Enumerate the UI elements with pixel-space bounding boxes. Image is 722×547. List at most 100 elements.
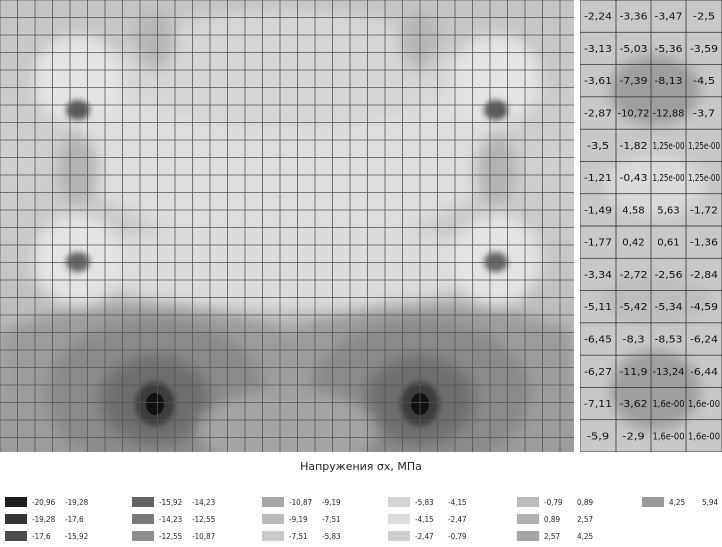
detail-cell-value: -5,42 <box>620 302 648 313</box>
detail-cell-value: 0,61 <box>657 238 679 249</box>
legend-range-to: 2,57 <box>577 515 594 524</box>
detail-cell-value: -10,72 <box>618 109 650 120</box>
legend-swatch <box>132 497 154 507</box>
legend-range-from: 4,25 <box>669 498 686 507</box>
contour-field <box>0 0 574 452</box>
legend-swatch <box>132 531 154 541</box>
detail-cell-value: 1,25e-00 <box>688 141 720 152</box>
legend-range-from: -19,28 <box>32 515 56 524</box>
detail-cell-value: -2,24 <box>584 12 612 23</box>
legend-range-to: -2,47 <box>448 515 467 524</box>
detail-cell-value: -7,11 <box>584 399 612 410</box>
legend-range-to: 0,89 <box>577 498 594 507</box>
detail-cell-value: -6,45 <box>584 335 612 346</box>
detail-cell-value: -8,13 <box>655 76 683 87</box>
legend-range-from: -17,6 <box>32 532 51 541</box>
legend-swatch <box>5 514 27 524</box>
detail-cell-value: -5,9 <box>587 431 609 442</box>
legend-range-from: -4,15 <box>415 515 434 524</box>
legend-range-from: 0,89 <box>544 515 561 524</box>
detail-cell-value: -11,9 <box>620 367 648 378</box>
detail-cell-value: 4,58 <box>622 205 644 216</box>
detail-cell-value: -2,84 <box>690 270 718 281</box>
legend-swatch <box>132 514 154 524</box>
detail-cell-value: -3,5 <box>587 141 609 152</box>
detail-value-panel: -2,24 -3,36 -3,47 -2,5 -3,13 -5,03 -5,36 -3,59 -… <box>580 0 722 452</box>
detail-cell-value: -8,53 <box>655 335 683 346</box>
detail-cell-value: -1,36 <box>690 238 718 249</box>
detail-cell-value: -4,59 <box>690 302 718 313</box>
detail-cell-value: -3,36 <box>620 12 648 23</box>
legend-range-from: -0,79 <box>544 498 563 507</box>
legend-swatch <box>517 497 539 507</box>
detail-cell-value: -2,9 <box>622 431 644 442</box>
detail-cell-value: -1,72 <box>690 205 718 216</box>
detail-cell-value: -5,11 <box>584 302 612 313</box>
legend-range-to: -12,55 <box>192 515 216 524</box>
detail-cell-value: -6,24 <box>690 335 718 346</box>
detail-cell-value: -3,59 <box>690 44 718 55</box>
detail-cell-value: -1,82 <box>620 141 648 152</box>
detail-grid <box>580 0 722 452</box>
detail-cell-value: -1,49 <box>584 205 612 216</box>
stress-contour-plot <box>0 0 574 452</box>
legend-range-to: -15,92 <box>65 532 89 541</box>
detail-cell-value: -4,5 <box>693 76 715 87</box>
legend-range-from: -20,96 <box>32 498 56 507</box>
detail-cell-value: 1,6e-00 <box>653 431 685 442</box>
legend-swatch <box>5 531 27 541</box>
legend-range-to: -7,51 <box>322 515 341 524</box>
legend-range-from: -10,87 <box>289 498 313 507</box>
legend-swatch <box>262 497 284 507</box>
detail-cell-value: -3,61 <box>584 76 612 87</box>
legend-range-to: 5,94 <box>702 498 719 507</box>
legend-title: Напружения σx, МПа <box>300 460 422 473</box>
detail-cell-value: 1,25e-00 <box>653 173 685 184</box>
detail-cell-value: 1,6e-00 <box>688 431 720 442</box>
legend-swatch <box>642 497 664 507</box>
legend-swatch <box>517 514 539 524</box>
legend-range-from: 2,57 <box>544 532 561 541</box>
legend-range-to: -5,83 <box>322 532 341 541</box>
color-legend: -20,96 -19,28 -19,28 -17,6 -17,6 -15,92 -15,92… <box>0 490 722 547</box>
detail-cell-value: -3,13 <box>584 44 612 55</box>
legend-range-to: -17,6 <box>65 515 84 524</box>
legend-swatch <box>5 497 27 507</box>
detail-cell-value: -5,34 <box>655 302 683 313</box>
detail-cell-value: -2,72 <box>620 270 648 281</box>
detail-cell-value: -6,44 <box>690 367 718 378</box>
legend-range-from: -7,51 <box>289 532 308 541</box>
detail-cell-value: -0,43 <box>620 173 648 184</box>
detail-cell-value: 1,6e-00 <box>688 399 720 410</box>
legend-swatch <box>517 531 539 541</box>
legend-swatch <box>388 497 410 507</box>
legend-range-to: -0,79 <box>448 532 467 541</box>
detail-cell-value: -13,24 <box>653 367 685 378</box>
legend-swatch <box>388 531 410 541</box>
detail-cell-value: -2,87 <box>584 109 612 120</box>
detail-cell-value: -3,62 <box>620 399 648 410</box>
legend-range-to: -4,15 <box>448 498 467 507</box>
legend-range-from: -14,23 <box>159 515 183 524</box>
mesh-grid <box>0 0 574 452</box>
detail-cell-value: 1,6e-00 <box>653 399 685 410</box>
detail-cell-value: -6,27 <box>584 367 612 378</box>
detail-cell-value: -1,21 <box>584 173 612 184</box>
legend-range-from: -15,92 <box>159 498 183 507</box>
detail-cell-value: -7,39 <box>620 76 648 87</box>
detail-cell-value: -5,36 <box>655 44 683 55</box>
detail-cell-value: -12,88 <box>653 109 685 120</box>
detail-cells: -2,24 -3,36 -3,47 -2,5 -3,13 -5,03 -5,36 -3,59 -… <box>584 12 720 443</box>
detail-cell-value: -3,7 <box>693 109 715 120</box>
legend-range-to: -14,23 <box>192 498 216 507</box>
detail-cell-value: -2,5 <box>693 12 715 23</box>
legend-range-to: 4,25 <box>577 532 594 541</box>
legend-range-from: -9,19 <box>289 515 308 524</box>
legend-range-from: -2,47 <box>415 532 434 541</box>
legend-swatch <box>262 514 284 524</box>
detail-cell-value: -1,77 <box>584 238 612 249</box>
legend-range-to: -9,19 <box>322 498 341 507</box>
detail-cell-value: -5,03 <box>620 44 648 55</box>
legend-range-from: -12,55 <box>159 532 183 541</box>
detail-cell-value: -3,34 <box>584 270 612 281</box>
